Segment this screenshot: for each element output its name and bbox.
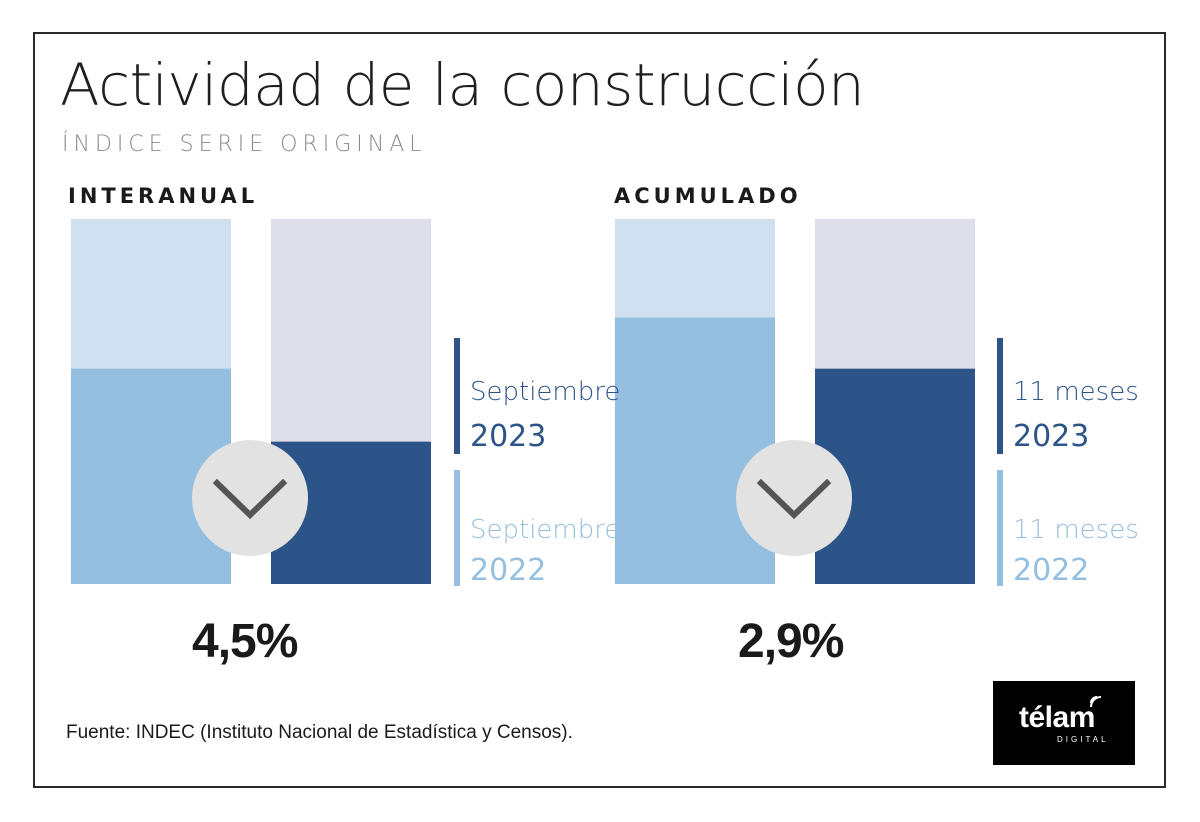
legend-2022-right: 11 meses 2022: [997, 470, 1157, 586]
legend-swatch-2023: [997, 338, 1003, 454]
bar-2022: [615, 317, 775, 584]
legend-label-year: 2023: [1013, 419, 1090, 454]
chevron-down-icon: [756, 478, 832, 520]
legend-label-period: 11 meses: [1013, 377, 1139, 407]
legend-label-year: 2022: [1013, 553, 1090, 588]
panel-label-interanual: INTERANUAL: [68, 184, 259, 208]
legend-swatch-2023: [454, 338, 460, 454]
legend-2022-left: Septiembre 2022: [454, 470, 620, 588]
logo-name: télam: [1019, 701, 1095, 734]
legend-label-period: Septiembre: [470, 515, 621, 545]
legend-label-year: 2023: [470, 419, 547, 454]
legend-2023-right: 11 meses 2023: [997, 338, 1157, 454]
chart-title: Actividad de la construcción: [60, 51, 865, 119]
decrease-indicator-circle: [736, 440, 852, 556]
chevron-down-icon: [212, 478, 288, 520]
legend-label-year: 2022: [470, 553, 547, 588]
headline-value-acumulado: 2,9%: [738, 615, 844, 668]
legend-2023-left: Septiembre 2023: [454, 338, 620, 454]
headline-value-interanual: 4,5%: [192, 615, 298, 668]
legend-swatch-2022: [454, 470, 460, 586]
source-note: Fuente: INDEC (Instituto Nacional de Est…: [66, 722, 573, 743]
signal-icon: [1090, 696, 1102, 708]
logo-subtitle: DIGITAL: [1057, 735, 1109, 744]
decrease-indicator-circle: [192, 440, 308, 556]
telam-logo: télam DIGITAL: [993, 681, 1135, 765]
panel-label-acumulado: ACUMULADO: [614, 184, 802, 208]
legend-label-period: 11 meses: [1013, 515, 1139, 545]
legend-label-period: Septiembre: [470, 377, 621, 407]
legend-swatch-2022: [997, 470, 1003, 586]
chart-subtitle: ÍNDICE SERIE ORIGINAL: [62, 132, 427, 157]
